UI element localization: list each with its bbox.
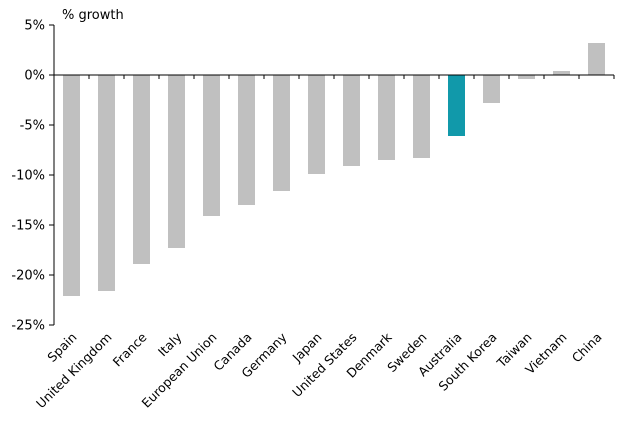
- y-axis-unit-label: % growth: [62, 8, 124, 23]
- bar-australia: [448, 75, 465, 136]
- bars-group: [63, 43, 605, 296]
- y-tick-label: 5%: [24, 19, 45, 34]
- y-tick-label: -20%: [11, 269, 45, 284]
- bar-spain: [63, 75, 80, 296]
- bar-taiwan: [518, 75, 535, 79]
- category-label: Italy: [155, 329, 185, 359]
- y-tick-label: -15%: [11, 219, 45, 234]
- y-axis: 5% 0% -5% -10% -15% -20% -25%: [11, 19, 55, 334]
- bar-canada: [238, 75, 255, 205]
- bar-france: [133, 75, 150, 264]
- bar-sweden: [413, 75, 430, 158]
- y-tick-label: -5%: [20, 119, 45, 134]
- bar-germany: [273, 75, 290, 191]
- bar-china: [588, 43, 605, 75]
- bar-vietnam: [553, 71, 570, 75]
- bar-european-union: [203, 75, 220, 216]
- bar-south-korea: [483, 75, 500, 103]
- bar-italy: [168, 75, 185, 248]
- y-tick-label: 0%: [24, 69, 45, 84]
- bar-denmark: [378, 75, 395, 160]
- bar-united-states: [343, 75, 360, 166]
- category-label: China: [569, 330, 605, 366]
- x-axis: [53, 74, 615, 79]
- bar-united-kingdom: [98, 75, 115, 291]
- y-tick-label: -25%: [11, 319, 45, 334]
- y-tick-label: -10%: [11, 169, 45, 184]
- bar-japan: [308, 75, 325, 174]
- category-label: France: [110, 329, 150, 369]
